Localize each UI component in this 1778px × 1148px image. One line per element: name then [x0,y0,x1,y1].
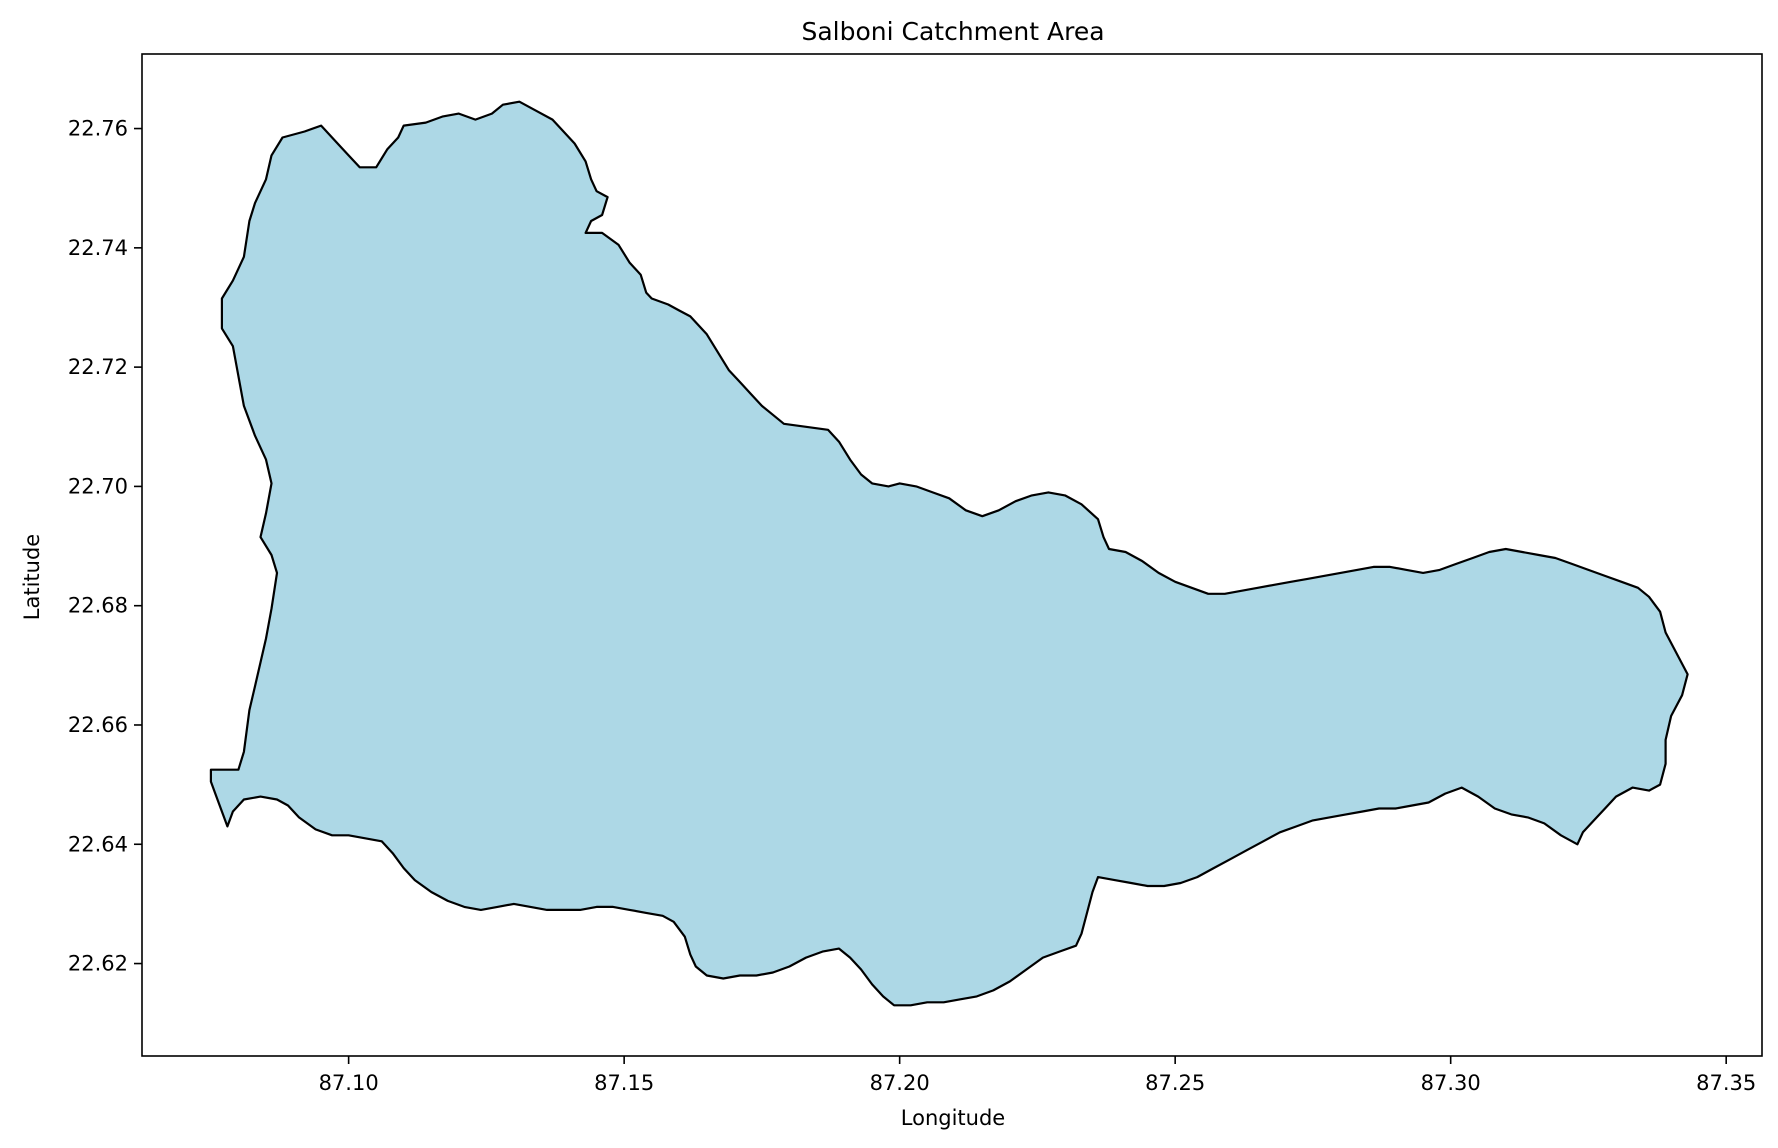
x-tick-label: 87.30 [1421,1071,1481,1095]
y-tick-label: 22.64 [68,832,128,856]
y-tick-label: 22.62 [68,952,128,976]
x-tick-label: 87.10 [319,1071,379,1095]
y-tick-label: 22.74 [68,236,128,260]
y-axis-label: Latitude [20,534,44,620]
x-axis-label: Longitude [901,1106,1005,1130]
x-tick-label: 87.20 [870,1071,930,1095]
y-tick-label: 22.76 [68,117,128,141]
y-axis-ticks: 22.62 22.64 22.66 22.68 22.70 22.72 22.74 22.76 [68,117,142,976]
catchment-polygon [209,100,1689,1007]
plot-area [141,53,1763,1057]
x-tick-label: 87.25 [1145,1071,1205,1095]
y-tick-label: 22.70 [68,474,128,498]
y-tick-label: 22.72 [68,355,128,379]
axes-frame [141,53,1763,1057]
x-axis-ticks: 87.10 87.15 87.20 87.25 87.30 87.35 [319,1056,1756,1095]
x-tick-label: 87.35 [1696,1071,1756,1095]
y-tick-label: 22.66 [68,713,128,737]
y-tick-label: 22.68 [68,594,128,618]
x-tick-label: 87.15 [594,1071,654,1095]
chart-title: Salboni Catchment Area [801,17,1104,46]
